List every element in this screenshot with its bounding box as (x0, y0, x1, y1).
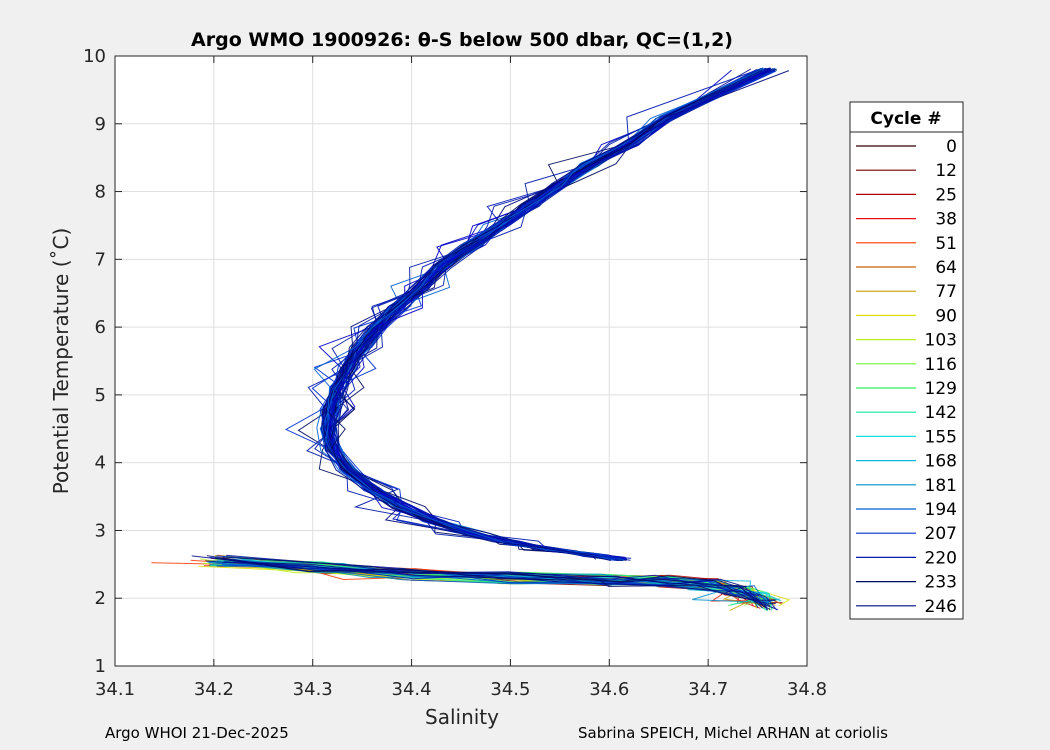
legend-label: 129 (925, 379, 957, 399)
x-tick-label: 34.2 (194, 679, 234, 700)
y-tick-label: 10 (83, 46, 106, 67)
y-tick-label: 1 (95, 656, 106, 677)
legend-label: 38 (935, 210, 957, 230)
legend-label: 64 (935, 258, 957, 278)
legend-label: 0 (946, 137, 957, 157)
x-tick-label: 34.3 (293, 679, 333, 700)
x-axis-label: Salinity (425, 705, 499, 729)
y-tick-label: 3 (95, 520, 106, 541)
x-tick-label: 34.6 (589, 679, 629, 700)
chart-title: Argo WMO 1900926: θ-S below 500 dbar, QC… (191, 29, 733, 51)
legend: Cycle # 0 12 25 38 51 64 77 90 103 116 129 142 155 16… (849, 101, 964, 620)
plot-frame (114, 55, 808, 667)
legend-label: 12 (935, 161, 957, 181)
legend-label: 142 (925, 403, 957, 423)
legend-label: 207 (925, 524, 957, 544)
x-tick-label: 34.4 (392, 679, 432, 700)
x-tick-label: 34.7 (688, 679, 728, 700)
footer-source: Argo WHOI 21-Dec-2025 (105, 724, 289, 742)
legend-label: 103 (925, 331, 957, 351)
legend-label: 220 (925, 548, 957, 568)
legend-label: 246 (925, 597, 957, 617)
y-tick-label: 5 (95, 385, 106, 406)
legend-entries: 0 12 25 38 51 64 77 90 103 116 129 142 155 168 181 194 2… (856, 137, 957, 617)
series-line (323, 69, 763, 561)
legend-label: 233 (925, 573, 957, 593)
series-line (223, 559, 766, 604)
y-tick-label: 8 (95, 182, 106, 203)
series-line (222, 556, 771, 611)
series-line (325, 69, 760, 559)
y-tick-label: 6 (95, 317, 106, 338)
x-tick-label: 34.8 (787, 679, 827, 700)
legend-label: 25 (935, 185, 957, 205)
legend-label: 51 (935, 234, 957, 254)
series-line (214, 557, 764, 609)
series-line (191, 555, 776, 601)
legend-label: 181 (925, 476, 957, 496)
y-tick-label: 4 (95, 453, 106, 474)
y-tick-label: 7 (95, 249, 106, 270)
legend-label: 168 (925, 452, 957, 472)
footer-credits: Sabrina SPEICH, Michel ARHAN at coriolis (578, 724, 888, 742)
y-tick-label: 9 (95, 114, 106, 135)
y-axis-label: Potential Temperature (˚C) (49, 228, 73, 495)
legend-label: 116 (925, 355, 957, 375)
legend-label: 90 (935, 306, 957, 326)
legend-label: 194 (925, 500, 957, 520)
legend-label: 77 (935, 282, 957, 302)
x-tick-label: 34.1 (95, 679, 135, 700)
y-tick-label: 2 (95, 588, 106, 609)
legend-label: 155 (925, 427, 957, 447)
axis-ticks: 34.1 34.2 34.3 34.4 34.5 34.6 34.7 34.8 1 2 3 4 5 6 7 8… (83, 46, 827, 700)
x-tick-label: 34.5 (490, 679, 530, 700)
data-layer (151, 67, 791, 612)
series-line (313, 68, 765, 561)
legend-title: Cycle # (870, 109, 941, 129)
series-line (319, 69, 759, 560)
